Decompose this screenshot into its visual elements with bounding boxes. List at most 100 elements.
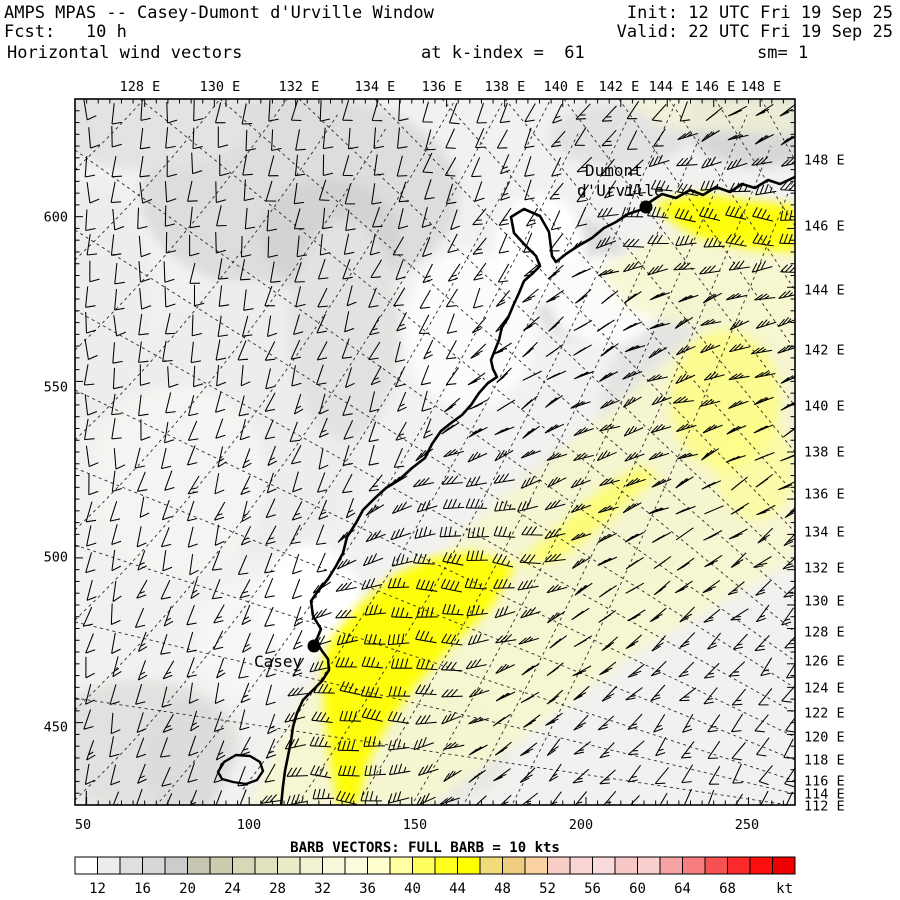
colorbar-cell: [659, 856, 683, 875]
top-longitude-label: 144 E: [649, 79, 690, 95]
meridian-line: [75, 467, 795, 761]
colorbar-tick-label: 68: [719, 881, 736, 897]
colorbar-cell: [614, 856, 638, 875]
forecast-hour-label: Fcst: 10 h: [4, 22, 127, 42]
bottom-grid-label: 150: [403, 817, 427, 833]
colorbar-tick-label: 44: [449, 881, 466, 897]
meridian-line: [219, 99, 795, 602]
k-index-label: at k-index = 61: [421, 43, 585, 63]
colorbar-cell: [209, 856, 233, 875]
parallel-line: [362, 138, 700, 796]
colorbar-cell: [569, 856, 593, 875]
parallel-line: [75, 99, 145, 171]
left-grid-label: 600: [44, 210, 68, 226]
colorbar-cell: [412, 856, 436, 875]
right-longitude-label: 120 E: [804, 730, 845, 746]
top-longitude-label: 132 E: [279, 79, 320, 95]
colorbar-cell: [727, 856, 751, 875]
wind-speed-shade: [515, 465, 660, 565]
top-longitude-label: 148 E: [741, 79, 782, 95]
station-label: Dumont: [585, 161, 643, 180]
colorbar-cell: [749, 856, 773, 875]
colorbar-tick-label: 40: [404, 881, 421, 897]
parallel-line: [75, 100, 220, 261]
top-longitude-label: 138 E: [485, 79, 526, 95]
colorbar-cell: [142, 856, 166, 875]
top-longitude-label: 140 E: [544, 79, 585, 95]
island-outline: [216, 753, 265, 786]
colorbar-cell: [502, 856, 526, 875]
wind-speed-shade: [655, 193, 795, 252]
top-longitude-label: 142 E: [599, 79, 640, 95]
field-label: Horizontal wind vectors: [7, 43, 243, 63]
colorbar-title: BARB VECTORS: FULL BARB = 10 kts: [290, 840, 560, 856]
right-longitude-label: 144 E: [804, 283, 845, 299]
right-longitude-label: 136 E: [804, 487, 845, 503]
colorbar: BARB VECTORS: FULL BARB = 10 kts 12 16 20 24…: [74, 840, 796, 897]
bottom-grid-label: 100: [237, 817, 261, 833]
station-marker: [639, 200, 653, 214]
colorbar-cell: [232, 856, 256, 875]
smoothing-label: sm= 1: [757, 43, 809, 63]
meridian-line: [75, 389, 795, 738]
parallel-line: [75, 99, 457, 621]
meridian-line: [563, 99, 795, 407]
colorbar-tick-label: 20: [179, 881, 196, 897]
colorbar-cell: [592, 856, 616, 875]
top-longitude-label: 136 E: [422, 79, 463, 95]
colorbar-cell: [682, 856, 706, 875]
left-grid-label: 550: [44, 380, 68, 396]
right-longitude-label: 142 E: [804, 343, 845, 359]
station-marker: [307, 639, 321, 653]
right-longitude-label: 124 E: [804, 681, 845, 697]
colorbar-cell: [187, 856, 211, 875]
right-longitude-label: 134 E: [804, 525, 845, 541]
top-longitude-label: 130 E: [200, 79, 241, 95]
right-longitude-label: 118 E: [804, 753, 845, 769]
colorbar-tick-label: 36: [359, 881, 376, 897]
colorbar-tick-label: 64: [674, 881, 691, 897]
right-longitude-label: 146 E: [804, 219, 845, 235]
terrain-shade: [75, 180, 150, 420]
meridian-line: [374, 99, 795, 533]
bottom-grid-label: 250: [735, 817, 759, 833]
colorbar-cell: [434, 856, 458, 875]
meridian-line: [75, 229, 795, 689]
meridian-line: [441, 99, 795, 495]
colorbar-tick-label: 56: [584, 881, 601, 897]
colorbar-cell: [344, 856, 368, 875]
right-longitude-label: 122 E: [804, 706, 845, 722]
top-longitude-label: 128 E: [120, 79, 161, 95]
colorbar-tick-label: 60: [629, 881, 646, 897]
colorbar-cell: [704, 856, 728, 875]
right-longitude-label: 116 E: [804, 774, 845, 790]
terrain-shade: [260, 545, 360, 655]
parallel-line: [75, 99, 552, 801]
meridian-line: [75, 544, 795, 782]
wind-speed-shade: [620, 99, 795, 135]
top-longitude-label: 146 E: [695, 79, 736, 95]
bottom-grid-label: 200: [569, 817, 593, 833]
colorbar-cell: [119, 856, 143, 875]
colorbar-cell: [97, 856, 121, 875]
bottom-grid-label: 50: [75, 817, 91, 833]
parallel-line: [242, 120, 628, 790]
station-label: d'Urville: [577, 181, 664, 200]
right-longitude-label: 112 E: [804, 799, 845, 815]
colorbar-cell: [637, 856, 661, 875]
meridian-line: [75, 309, 795, 714]
colorbar-cell: [322, 856, 346, 875]
colorbar-tick-label: 12: [89, 881, 106, 897]
parallel-line: [75, 99, 506, 711]
right-longitude-label: 138 E: [804, 445, 845, 461]
terrain-shade: [145, 700, 225, 805]
right-longitude-label: 132 E: [804, 561, 845, 577]
colorbar-tick-label: 48: [494, 881, 511, 897]
colorbar-unit-label: kt: [776, 881, 793, 897]
wind-speed-shade: [600, 225, 795, 330]
colorbar-cell: [299, 856, 323, 875]
wind-speed-shade: [715, 420, 795, 520]
init-time-label: Init: 12 UTC Fri 19 Sep 25: [626, 3, 893, 23]
station-label: Casey: [254, 652, 303, 671]
